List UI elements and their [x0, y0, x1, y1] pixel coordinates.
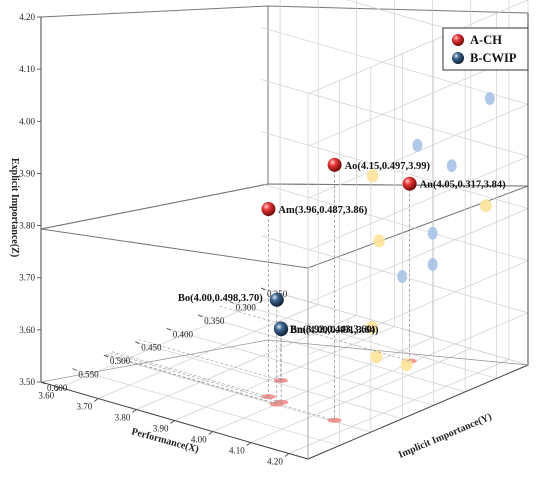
floor-guide-s1-p0: [139, 339, 281, 381]
grid-line-floor-y-1: [229, 301, 497, 379]
legend-marker-b-cwip: [452, 52, 464, 64]
tick-label-x-1: 3.70: [76, 402, 92, 412]
tick-mark-x-3: [170, 420, 175, 424]
grid-line-side-z-1: [307, 312, 529, 408]
tick-label-y-5: 0.500: [110, 356, 131, 366]
tick-label-x-0: 3.60: [38, 391, 54, 401]
back-projection-s0-p0: [484, 92, 495, 105]
grid-line-floor-y-4: [135, 341, 403, 420]
tick-mark-x-1: [93, 398, 99, 402]
tick-label-x-3: 3.90: [153, 424, 169, 434]
tick-label-y-7: 0.600: [47, 383, 68, 393]
tick-mark-x-6: [284, 453, 290, 457]
data-point-s0-p2: [261, 202, 276, 217]
tick-label-z-1: 3.60: [19, 325, 35, 335]
grid-line-side-z-3: [307, 208, 529, 303]
tick-mark-y-1: [229, 301, 234, 304]
floor-front-edge-right: [267, 339, 529, 366]
side-projection-s1-p1: [370, 350, 383, 364]
side-projection-s0-p1: [479, 199, 492, 213]
point-label-s0-p1: An(4.05,0.317,3.84): [420, 180, 507, 191]
tick-mark-y-2: [197, 314, 203, 318]
floor-guide-s1-p2: [105, 354, 277, 405]
tick-label-z-5: 4.00: [19, 116, 35, 126]
grid-line-side-z-2: [307, 260, 529, 356]
tick-mark-y-4: [135, 341, 140, 345]
tick-label-x-4: 4.00: [191, 435, 207, 445]
tick-label-z-7: 4.20: [19, 12, 35, 22]
tick-mark-x-4: [208, 431, 213, 435]
back-projection-s1-p1: [427, 258, 438, 271]
grid-line-floor-y-2: [198, 314, 466, 393]
tick-mark-y-6: [72, 368, 77, 371]
grid-line-floor-x-2: [136, 315, 357, 410]
tick-label-z-0: 3.50: [19, 377, 35, 387]
legend-label-b-cwip: B-CWIP: [470, 51, 517, 65]
tick-labels: 3.503.603.703.803.904.004.104.203.603.70…: [19, 12, 290, 467]
z-axis-label: Explicit Importance(Z): [9, 158, 20, 257]
grid-line-floor-x-6: [288, 359, 510, 454]
floor: [40, 183, 529, 269]
tick-mark-x-2: [132, 409, 137, 413]
back-projection-s1-p0: [397, 270, 408, 284]
grid-line-side-z-4: [307, 156, 529, 251]
floor-front-edge-left: [40, 339, 269, 383]
y-axis-label: Implicit Importance(Y): [397, 411, 494, 460]
data-point-s0-p1: [402, 176, 417, 191]
tick-label-z-3: 3.80: [19, 221, 35, 231]
point-label-s1-p1: Bm(4.00,0.491,3.64): [290, 325, 379, 336]
grid-line-floor-x-3: [174, 326, 395, 421]
legend-label-a-ch: A-CH: [470, 33, 502, 47]
tick-mark-x-0: [55, 387, 61, 391]
grid-line-floor-x-4: [212, 337, 433, 432]
floor-guide-s0-p2: [111, 351, 269, 398]
tick-label-z-6: 4.10: [19, 64, 35, 74]
legend-marker-a-ch: [452, 34, 464, 46]
tick-label-y-4: 0.450: [141, 343, 162, 353]
tick-label-z-4: 3.90: [19, 168, 35, 178]
tick-mark-y-3: [166, 327, 171, 331]
back-projection-s1-p2: [427, 226, 438, 240]
grid-line-floor-x-1: [98, 304, 319, 399]
tick-label-y-3: 0.400: [173, 329, 194, 339]
tick-label-x-6: 4.20: [267, 457, 283, 467]
side-projection-s0-p2: [373, 234, 386, 248]
point-label-s1-p2: Bo(4.00,0.498,3.70): [178, 293, 263, 304]
side-projection-s1-p2: [366, 320, 379, 334]
data-points: Ao(4.15,0.497,3.99) An(4.05,0.317,3.84) Am…: [178, 157, 507, 337]
tick-label-y-6: 0.550: [78, 370, 99, 380]
back-projection-s0-p2: [412, 138, 423, 152]
projections: [261, 92, 495, 423]
grid-line-floor-x-5: [250, 348, 471, 443]
data-point-s0-p0: [327, 157, 342, 172]
point-label-s1-p0: Bn(3.92,0.443,3.60): [290, 324, 376, 335]
grid-line-floor-y-5: [103, 354, 371, 433]
grid-line-floor-y-6: [72, 368, 340, 446]
tick-label-z-2: 3.70: [19, 273, 35, 283]
data-point-s1-p1: [274, 322, 289, 337]
floor-guide-s1-p1: [109, 352, 282, 403]
back-projection-s0-p1: [446, 159, 457, 173]
tick-mark-y-0: [260, 287, 266, 291]
tick-mark-x-5: [246, 442, 252, 446]
tick-label-x-2: 3.80: [115, 413, 131, 423]
legend: A-CH B-CWIP: [442, 27, 529, 71]
floor-guide-s0-p1: [218, 305, 410, 362]
point-label-s0-p0: Ao(4.15,0.497,3.99): [345, 161, 431, 172]
point-label-s0-p2: Am(3.96,0.487,3.86): [278, 205, 367, 216]
data-point-s1-p2: [269, 292, 284, 307]
tick-label-x-5: 4.10: [229, 446, 245, 456]
side-projection-s0-p0: [366, 169, 379, 183]
tick-label-y-1: 0.300: [236, 302, 257, 312]
side-projection-s1-p0: [400, 358, 413, 372]
tick-label-y-2: 0.350: [204, 316, 225, 326]
grid-line-side-z-7: [307, 0, 529, 95]
guide-lines: [105, 164, 410, 421]
grid-line-floor-y-0: [260, 287, 529, 366]
tick-mark-y-5: [103, 354, 109, 358]
grid-line-floor-y-3: [166, 327, 434, 406]
tick-mark-y-7: [40, 381, 46, 385]
